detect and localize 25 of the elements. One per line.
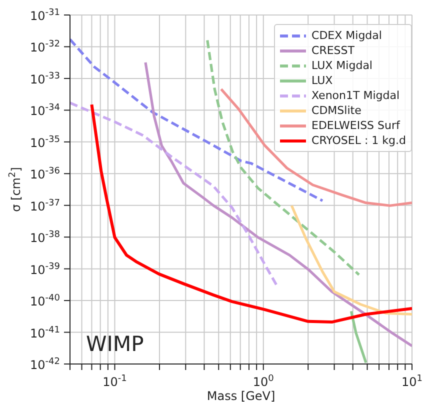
y-tick-label: 10$^{-32}$: [30, 40, 60, 55]
y-tick-label: 10$^{-38}$: [30, 230, 60, 246]
y-tick-label: 10$^{-40}$: [30, 294, 60, 309]
y-tick-label: 10$^{-36}$: [30, 166, 60, 182]
annotation: WIMP: [86, 332, 144, 356]
y-tick-label: 10$^{-41}$: [30, 325, 60, 340]
y-tick-label: 10$^{-34}$: [30, 103, 60, 118]
y-tick-label: 10$^{-33}$: [30, 71, 60, 86]
x-tick-label: 10$^{-1}$: [102, 374, 127, 389]
legend-label: CDMSlite: [312, 103, 362, 118]
x-axis-title: Mass [GeV]: [206, 389, 276, 402]
y-tick-label: 10$^{-42}$: [30, 357, 60, 372]
y-tick-label: 10$^{-35}$: [30, 134, 60, 150]
x-tick-label: 10$^{0}$: [252, 374, 274, 389]
x-tick-label: 10$^{1}$: [401, 374, 423, 389]
y-tick-label: 10$^{-39}$: [30, 262, 60, 277]
legend-label: LUX Migdal: [312, 58, 372, 73]
legend-label: EDELWEISS Surf: [312, 118, 400, 133]
legend-label: CRESST: [312, 43, 354, 58]
legend-label: CRYOSEL : 1 kg.d: [312, 133, 406, 148]
y-tick-label: 10$^{-31}$: [30, 8, 60, 23]
legend-label: LUX: [312, 73, 333, 88]
legend-label: CDEX Migdal: [312, 28, 382, 43]
y-tick-label: 10$^{-37}$: [30, 198, 60, 214]
legend-label: Xenon1T Migdal: [312, 88, 400, 103]
